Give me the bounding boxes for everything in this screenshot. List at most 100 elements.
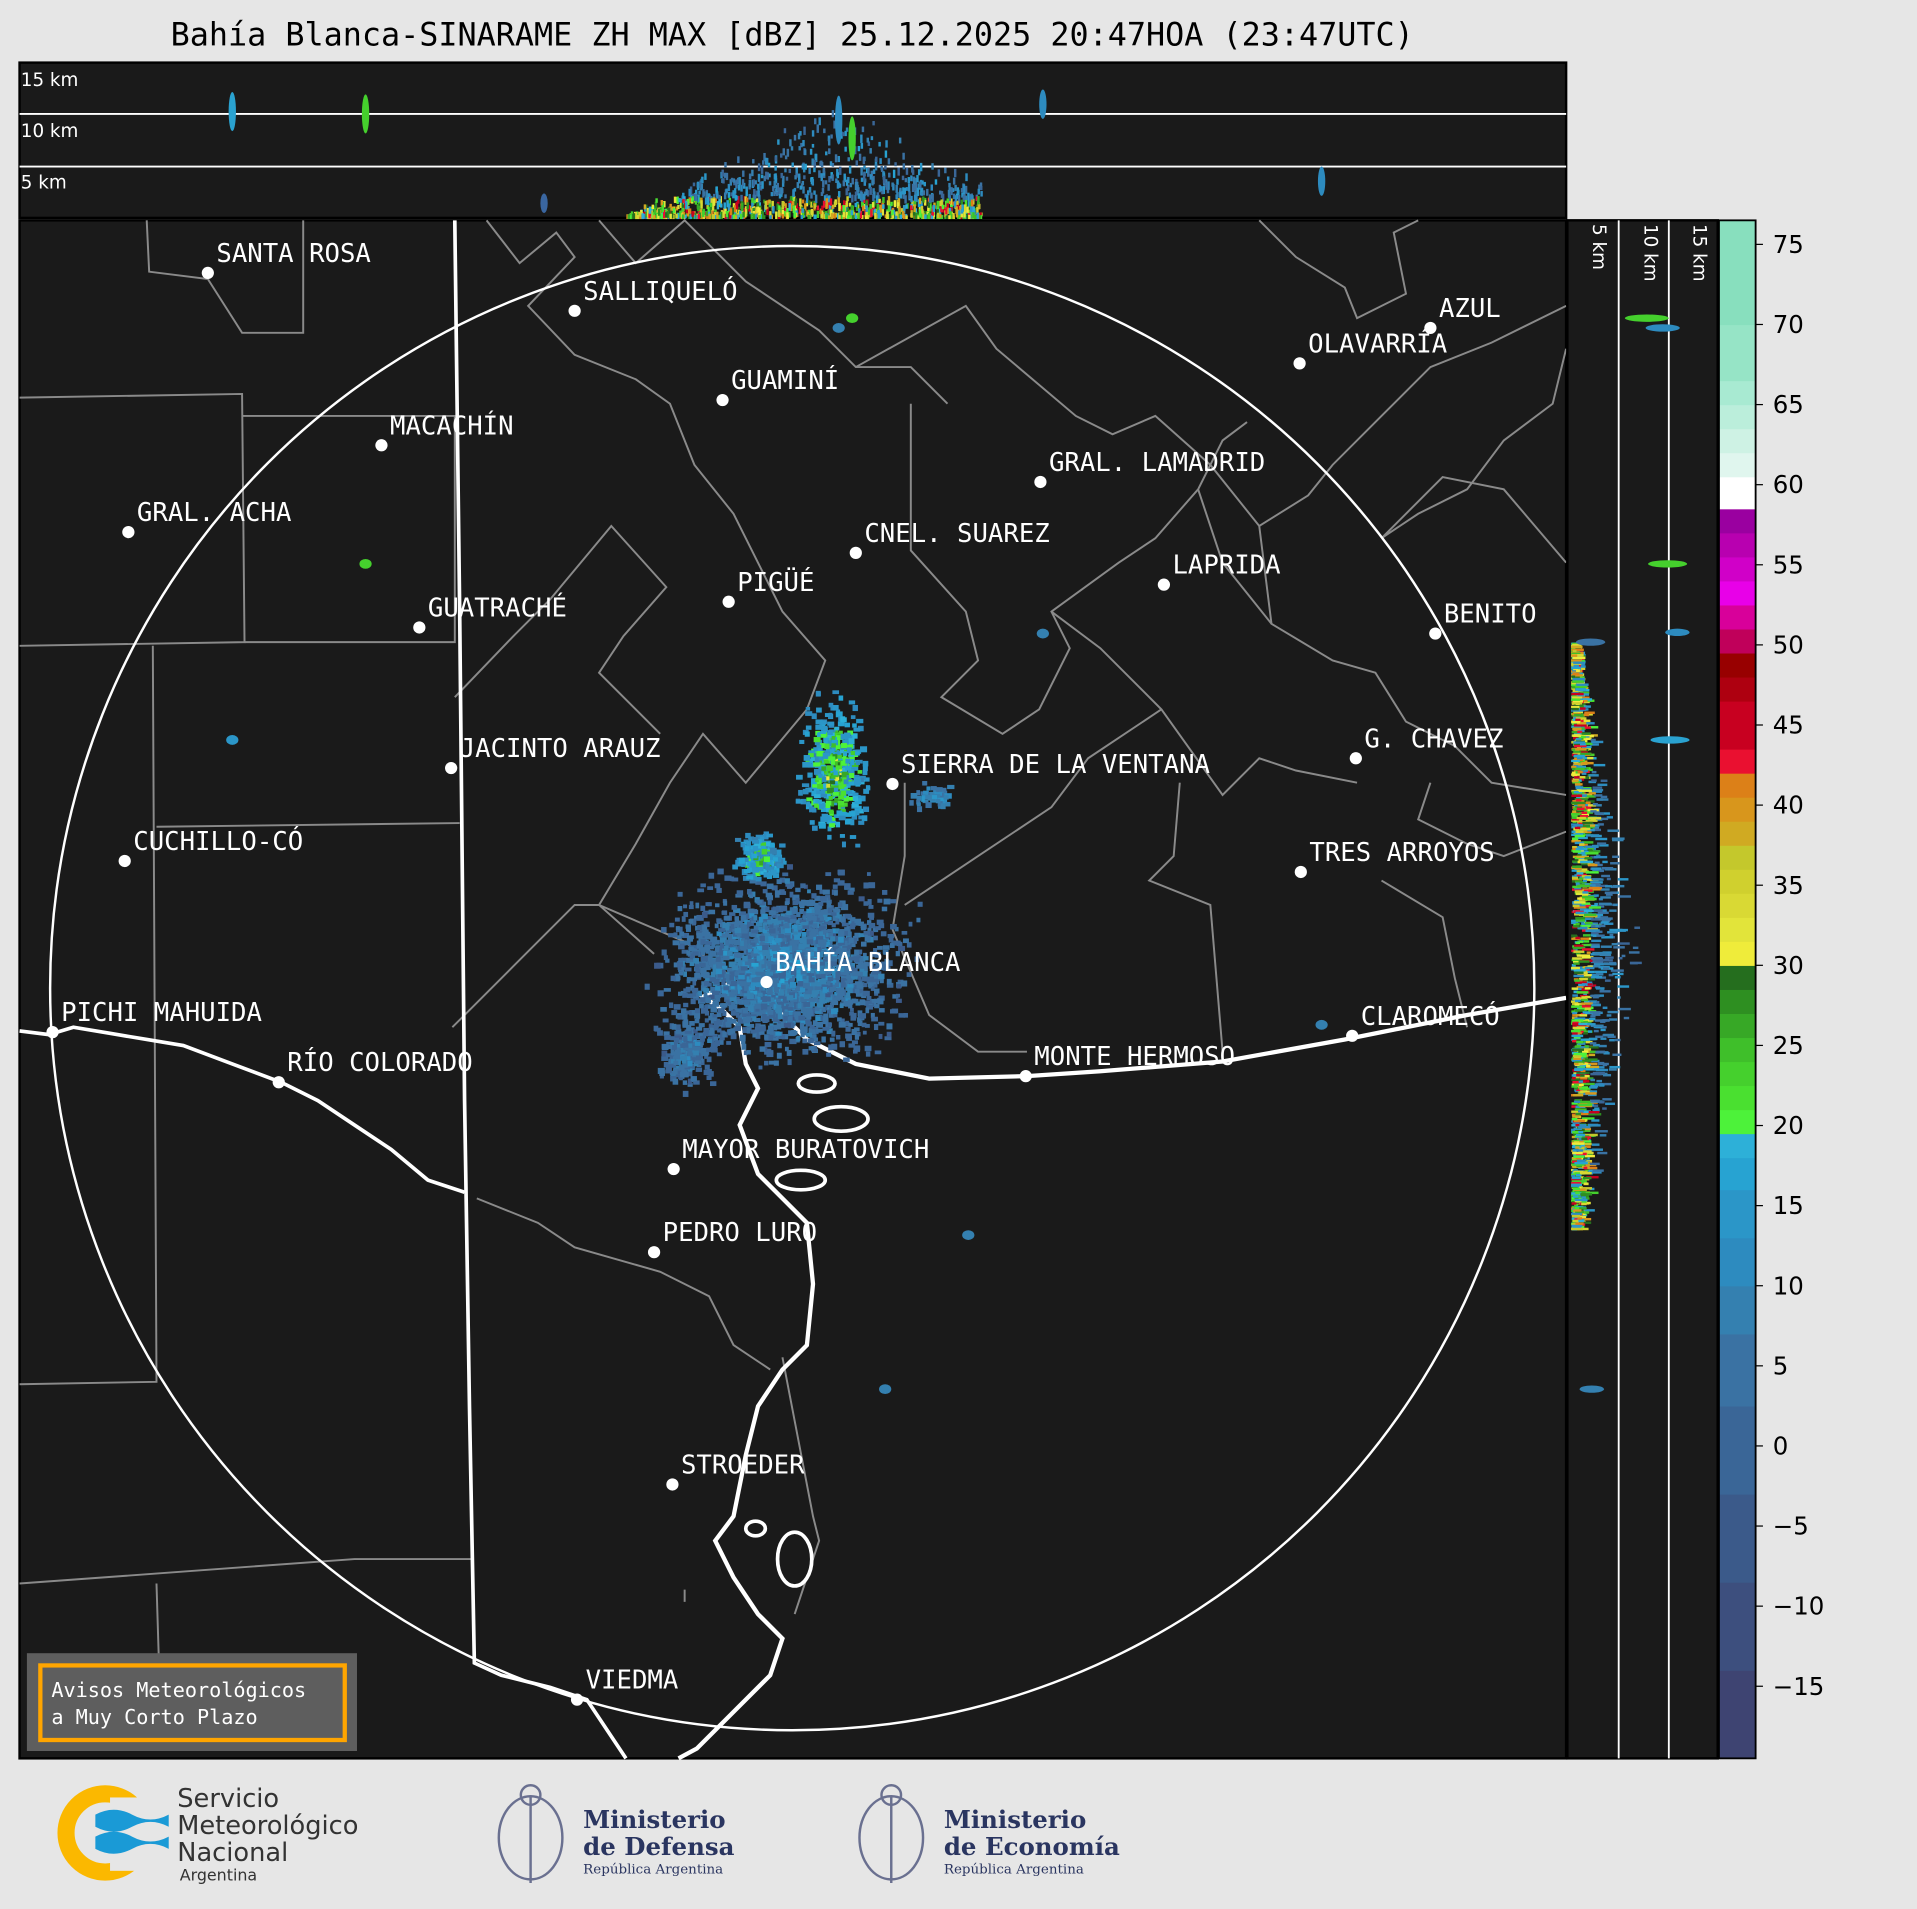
echo-cell: [826, 972, 832, 978]
echo-cell: [852, 704, 858, 712]
echo-cell: [849, 835, 857, 839]
echo-cell: [837, 1017, 842, 1022]
echo-cell: [842, 962, 849, 968]
echo-cell: [748, 1005, 754, 1012]
echo-cell: [853, 920, 861, 926]
echo-cell: [790, 1016, 797, 1021]
echo-cell: [682, 1090, 689, 1097]
echo-cell: [737, 861, 743, 867]
echo-cell: [692, 990, 697, 997]
echo-cell: [830, 816, 836, 823]
echo-cell: [804, 950, 811, 955]
echo-cell: [831, 204, 835, 209]
river-colorado: [19, 1025, 466, 1195]
echo-cell: [865, 205, 868, 212]
echo-cell: [747, 860, 754, 867]
radar-map[interactable]: SANTA ROSASALLIQUELÓGUAMINÍMACACHÍNGRAL.…: [18, 219, 1568, 1761]
echo-cell: [936, 201, 940, 208]
echo-cell: [889, 1009, 898, 1014]
echo-cell: [660, 200, 664, 206]
echo-cell: [676, 1059, 681, 1066]
echo-cell: [685, 924, 691, 929]
echo-cell: [689, 1020, 695, 1026]
echo-cell: [721, 910, 726, 915]
echo-cell: [811, 158, 814, 166]
echo-cell: [819, 720, 827, 725]
echo-cell: [638, 211, 641, 217]
echo-cell: [724, 212, 727, 221]
echo-cell: [763, 175, 766, 182]
echo-cell: [743, 839, 749, 845]
echo-cell: [832, 705, 839, 711]
echo-cell: [726, 943, 732, 949]
echo-cell: [833, 787, 839, 792]
echo-cell: [963, 211, 966, 218]
echo-cell: [678, 1065, 685, 1072]
echo-cell: [886, 982, 894, 988]
echo-cell: [722, 178, 725, 184]
echo-cell: [776, 879, 782, 884]
echo-cell: [852, 1049, 858, 1054]
echo-cell: [789, 919, 796, 923]
echo-cell: [807, 1038, 814, 1044]
echo-cell: [707, 1038, 713, 1043]
echo-cell: [795, 887, 801, 893]
echo-cell: [690, 998, 696, 1005]
echo-cell: [683, 1002, 689, 1008]
echo-cell: [847, 157, 850, 162]
echo-cell: [763, 215, 766, 223]
echo-cell: [773, 954, 779, 958]
echo-cell: [743, 869, 751, 874]
echo-cell: [700, 178, 703, 183]
echo-cell: [862, 769, 868, 776]
echo-cell: [700, 883, 706, 888]
echo-cell: [800, 1033, 805, 1038]
echo-cell: [869, 915, 874, 920]
echo-cell: [962, 184, 966, 193]
echo-cell: [679, 214, 682, 222]
echo-cell: [671, 1059, 675, 1064]
echo-cell: [872, 121, 875, 126]
echo-cell: [941, 193, 945, 202]
echo-cell: [802, 965, 809, 971]
echo-cell: [796, 937, 804, 944]
echo-cell: [971, 195, 974, 202]
echo-cell: [800, 1028, 804, 1034]
echo-cell: [837, 195, 840, 205]
echo-cell: [948, 215, 951, 222]
echo-cell: [782, 937, 787, 942]
echo-cell: [767, 899, 772, 905]
echo-cell: [746, 1027, 751, 1034]
province-boundary: [452, 220, 628, 1760]
echo-cell: [819, 916, 825, 921]
echo-cell: [740, 923, 747, 929]
echo-cell: [863, 956, 869, 961]
echo-cell: [686, 198, 690, 205]
echo-cell: [743, 1021, 751, 1027]
echo-cell: [803, 979, 809, 985]
echo-cell: [860, 746, 868, 753]
echo-cell: [709, 203, 713, 207]
echo-cell: [744, 846, 750, 851]
echo-cell: [970, 206, 973, 213]
echo-cell: [932, 204, 936, 213]
echo-cell: [783, 920, 788, 925]
echo-cell: [850, 759, 855, 766]
echo-cell: [726, 1041, 732, 1045]
echo-cell: [675, 1028, 682, 1034]
echo-cell: [863, 961, 869, 967]
echo-cell: [753, 1018, 761, 1023]
echo-cell: [772, 1017, 780, 1023]
echo-cell: [644, 215, 648, 223]
echo-cell: [829, 1037, 835, 1042]
echo-cell: [829, 780, 836, 785]
echo-cell: [693, 1029, 698, 1034]
echo-cell: [793, 211, 797, 218]
echo-cell: [698, 1023, 705, 1028]
echo-cell: [847, 984, 854, 989]
echo-cell: [728, 961, 736, 968]
echo-cell: [673, 932, 678, 938]
echo-cell: [740, 991, 749, 997]
echo-cell: [710, 215, 713, 223]
echo-cell: [784, 917, 789, 922]
